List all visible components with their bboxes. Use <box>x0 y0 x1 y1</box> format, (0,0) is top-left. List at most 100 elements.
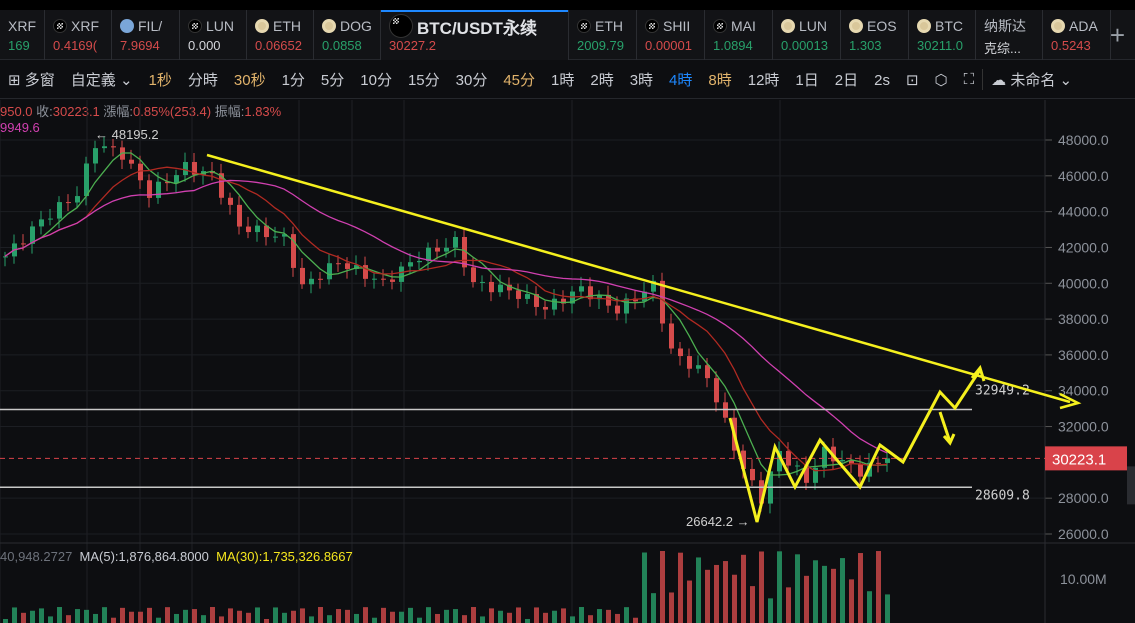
candle-body <box>543 306 548 310</box>
volume-bar <box>30 610 35 623</box>
volume-bar <box>237 610 242 623</box>
interval-4[interactable]: 5分 <box>320 72 345 89</box>
interval-6[interactable]: 15分 <box>407 72 440 89</box>
interval-10[interactable]: 2時 <box>590 72 614 89</box>
fullscreen-icon[interactable]: ⛶ <box>963 71 975 88</box>
interval-0[interactable]: 1秒 <box>148 72 172 89</box>
volume-bar <box>408 607 413 623</box>
symbol-tab[interactable]: XRF 169 <box>0 10 45 60</box>
interval-8[interactable]: 45分 <box>503 72 536 89</box>
symbol-tab[interactable]: 纳斯达 克综... <box>976 10 1043 60</box>
candle-body <box>669 323 674 349</box>
interval-12[interactable]: 4時 <box>669 72 693 89</box>
tab-symbol: MAI <box>731 18 756 34</box>
candle-body <box>507 284 512 291</box>
volume-value: 40,948.2727 <box>0 549 73 564</box>
interval-15[interactable]: 1日 <box>795 72 819 89</box>
candle-body <box>687 356 692 369</box>
volume-bar <box>480 616 485 623</box>
symbol-tab[interactable]: XRF 0.4169( <box>45 10 112 60</box>
candle-body <box>597 294 602 300</box>
candle-body <box>129 159 134 164</box>
bnb-coin-icon <box>255 19 269 33</box>
symbol-tab[interactable]: LUN 0.00013 <box>773 10 841 60</box>
fil-coin-icon <box>120 19 134 33</box>
volume-bar <box>813 560 818 623</box>
symbol-tab[interactable]: DOG 0.0858 <box>314 10 381 60</box>
symbol-tab[interactable]: SHII 0.00001 <box>637 10 705 60</box>
interval-11[interactable]: 3時 <box>629 72 654 89</box>
candle-body <box>561 298 566 304</box>
interval-14[interactable]: 12時 <box>747 72 780 89</box>
add-panel-icon[interactable]: ⊡ <box>905 71 919 89</box>
candle-body <box>273 236 278 238</box>
last-price-label: 30223.1 <box>1052 451 1106 468</box>
volume-bar <box>777 551 782 623</box>
symbol-tab[interactable]: BTC 30211.0 <box>909 10 976 60</box>
symbol-tab[interactable]: LUN 0.000 <box>180 10 247 60</box>
volume-bar <box>687 580 692 623</box>
volume-bar <box>399 611 404 623</box>
volume-bar <box>858 553 863 623</box>
symbol-tab[interactable]: FIL/7.9694 <box>112 10 180 60</box>
interval-5[interactable]: 10分 <box>360 72 392 89</box>
add-tab-button[interactable]: + <box>1109 20 1125 50</box>
symbol-tab[interactable]: ETH 2009.79 <box>569 10 637 60</box>
interval-7[interactable]: 30分 <box>455 72 488 89</box>
candle-body <box>858 463 863 477</box>
open-value: 950.0 <box>0 104 33 119</box>
multiwindow-button[interactable]: ⊞ 多窗 <box>8 72 55 89</box>
candle-body <box>399 266 404 282</box>
tab-price: 1.303 <box>849 38 882 53</box>
volume-bar <box>489 608 494 623</box>
trend-arrow-icon <box>1059 392 1082 410</box>
volume-bar <box>327 615 332 623</box>
candle-body <box>471 267 476 283</box>
y-tick-label: 34000.0 <box>1058 383 1109 399</box>
candle-body <box>48 218 53 220</box>
multiwindow-label: 多窗 <box>24 72 55 89</box>
bnb-coin-icon <box>781 19 795 33</box>
volume-bar <box>264 618 269 623</box>
candle-body <box>75 196 80 203</box>
custom-dropdown[interactable]: 自定義 ⌄ <box>63 69 141 90</box>
symbol-tab[interactable]: MAI 1.0894 <box>705 10 773 60</box>
candle-body <box>192 162 197 175</box>
cloud-layout-dropdown[interactable]: ☁ 未命名 ⌄ <box>982 69 1080 90</box>
candle-body <box>246 226 251 233</box>
volume-bar <box>471 607 476 623</box>
interval-16[interactable]: 2日 <box>834 72 859 89</box>
tab-price: 0.5243 <box>1051 38 1091 53</box>
volume-bar <box>120 607 125 623</box>
volume-bar <box>183 609 188 623</box>
candle-body <box>219 173 224 198</box>
candle-body <box>381 278 386 280</box>
settings-hex-icon[interactable]: ⬡ <box>934 71 948 89</box>
candle-body <box>408 262 413 267</box>
volume-bar <box>84 609 89 623</box>
interval-2[interactable]: 30秒 <box>233 72 266 89</box>
y-tick-label: 36000.0 <box>1058 347 1109 363</box>
tab-symbol: 纳斯达 <box>984 18 1026 34</box>
y-tick-label: 38000.0 <box>1058 311 1109 327</box>
volume-ma30: MA(30):1,735,326.8667 <box>216 549 353 564</box>
volume-bar <box>705 569 710 623</box>
symbol-tab[interactable]: ETH 0.06652 <box>247 10 314 60</box>
interval-17[interactable]: 2s <box>874 72 890 89</box>
symbol-tabs: XRF 169 XRF 0.4169(FIL/7.9694 LUN 0.000 ETH 0.0… <box>0 10 1135 60</box>
candle-body <box>588 286 593 300</box>
price-chart[interactable]: 48000.0 46000.0 44000.0 42000.0 40000.0 38000… <box>0 100 1135 623</box>
interval-9[interactable]: 1時 <box>551 72 575 89</box>
candle-body <box>93 148 98 164</box>
candle-body <box>741 450 746 469</box>
interval-1[interactable]: 分時 <box>187 72 218 89</box>
symbol-tab[interactable]: EOS 1.303 <box>841 10 909 60</box>
interval-13[interactable]: 8時 <box>708 72 732 89</box>
volume-bar <box>291 610 296 623</box>
candle-body <box>759 480 764 504</box>
symbol-tab[interactable]: ADA 0.5243 <box>1043 10 1111 60</box>
collapse-handle <box>1127 466 1135 505</box>
symbol-tab[interactable]: BTC/USDT永续 30227.2 <box>381 10 569 60</box>
candle-body <box>237 204 242 227</box>
interval-3[interactable]: 1分 <box>281 72 305 89</box>
